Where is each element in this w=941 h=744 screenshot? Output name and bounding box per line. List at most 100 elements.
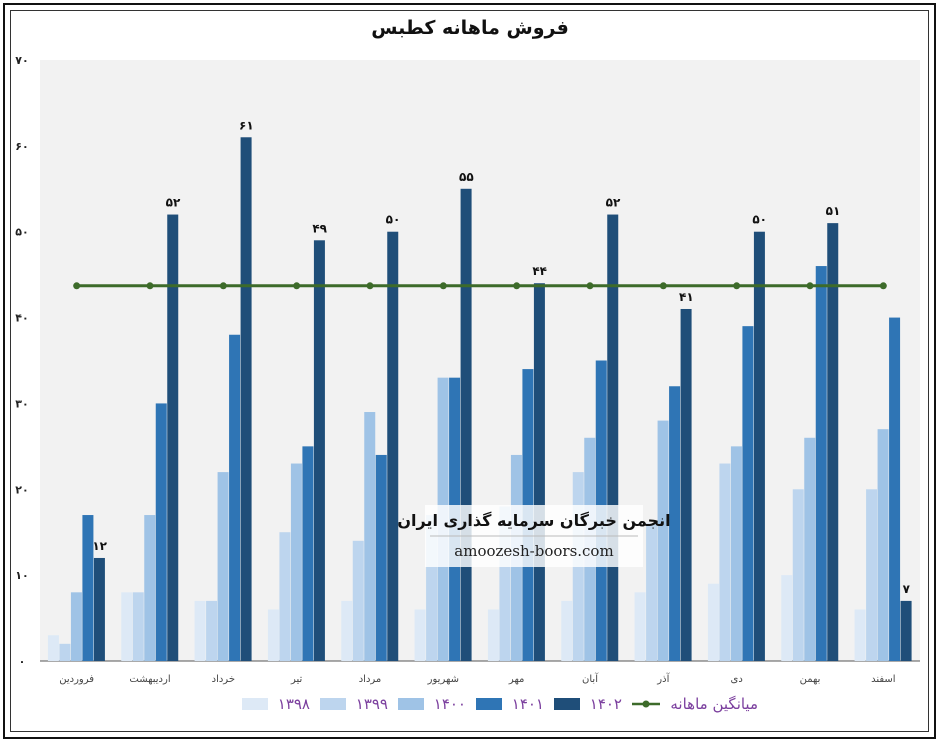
y-axis: ۰ ۱۰ ۲۰ ۳۰ ۴۰ ۵۰ ۶۰ ۷۰ [15, 54, 920, 668]
watermark-site: amoozesh-boors.com [454, 542, 613, 560]
x-tick-label: مهر [508, 674, 524, 685]
average-point [366, 282, 374, 290]
bar [499, 506, 511, 661]
bar [900, 600, 912, 661]
bar [719, 463, 731, 661]
bar [804, 437, 816, 661]
average-line-layer [73, 282, 887, 290]
data-label: ۵۵ [459, 170, 474, 184]
average-point [513, 282, 521, 290]
bar [206, 600, 218, 661]
bar [460, 188, 472, 662]
bar [47, 635, 59, 661]
x-axis: فروردین اردیبهشت خرداد تیر مرداد شهریور مهر آبا… [59, 672, 895, 685]
bar [132, 592, 144, 661]
y-tick-label: ۶۰ [15, 140, 28, 153]
bar [792, 489, 804, 661]
x-tick-label: فروردین [59, 674, 94, 685]
bar [634, 592, 646, 661]
data-label: ۵۲ [166, 196, 181, 210]
bars-layer [47, 137, 912, 662]
bar [657, 420, 669, 661]
bar [375, 454, 387, 661]
data-label: ۵۲ [606, 196, 621, 210]
bar [121, 592, 133, 661]
bar [229, 334, 241, 661]
bar [669, 386, 681, 661]
bar [646, 523, 658, 661]
bar [82, 515, 94, 661]
y-tick-label: ۵۰ [15, 226, 28, 239]
legend-label: ۱۳۹۸ [278, 695, 310, 713]
bar [561, 600, 573, 661]
legend-swatch [398, 698, 424, 710]
average-point [439, 282, 447, 290]
bar [352, 540, 364, 661]
bar [155, 403, 167, 661]
x-tick-label: اردیبهشت [129, 674, 170, 685]
bar [290, 463, 302, 661]
data-label: ۴۹ [312, 221, 327, 235]
average-point [146, 282, 154, 290]
bar [854, 609, 866, 661]
bar [194, 600, 206, 661]
x-tick-label: آبان [582, 672, 599, 685]
bar [167, 214, 179, 662]
chart-title: فروش ماهانه کطبس [371, 17, 569, 39]
bar [753, 231, 765, 661]
legend-swatch [554, 698, 580, 710]
bar [414, 609, 426, 661]
data-label: ۵۰ [752, 213, 767, 227]
data-label: ۵۰ [386, 213, 401, 227]
bar [302, 446, 314, 661]
data-label: ۴۱ [679, 290, 694, 304]
bar [487, 609, 499, 661]
average-point [73, 282, 81, 290]
data-label: ۶۱ [239, 118, 254, 132]
x-tick-label: مرداد [359, 674, 382, 685]
data-label: ۱۲ [92, 539, 107, 553]
average-point [733, 282, 741, 290]
inner-frame [10, 10, 929, 732]
data-label: ۴۴ [532, 264, 547, 278]
data-label: ۵۱ [826, 204, 841, 218]
y-tick-label: ۲۰ [15, 483, 28, 496]
average-point [879, 282, 887, 290]
x-tick-label: بهمن [800, 674, 821, 685]
bar [827, 223, 839, 661]
average-point [293, 282, 301, 290]
bar [59, 643, 71, 661]
legend-label: ۱۳۹۹ [356, 695, 388, 713]
y-tick-label: ۱۰ [15, 569, 28, 582]
bar [240, 137, 252, 661]
average-point [586, 282, 594, 290]
y-tick-label: ۰ [19, 655, 26, 668]
x-tick-label: تیر [290, 674, 303, 685]
bar [730, 446, 742, 661]
bar [707, 583, 719, 661]
legend: میانگین ماهانه ۱۴۰۲ ۱۴۰۱ ۱۴۰۰ ۱۳۹۹ ۱۳۹۸ [242, 695, 758, 713]
x-tick-label: خرداد [212, 674, 235, 685]
data-labels-layer: ۱۲ ۵۲ ۶۱ ۴۹ ۵۰ ۵۵ ۴۴ ۵۲ ۴۱ ۵۰ ۵۱ ۷ [92, 118, 910, 596]
legend-label-average: میانگین ماهانه [670, 695, 758, 713]
legend-swatch [320, 698, 346, 710]
y-tick-label: ۳۰ [15, 397, 28, 410]
legend-swatch [476, 698, 502, 710]
average-point [806, 282, 814, 290]
bar [533, 283, 545, 661]
x-tick-label: شهریور [427, 674, 459, 685]
average-point [219, 282, 227, 290]
bar [426, 515, 438, 661]
bar [742, 326, 754, 661]
y-tick-label: ۷۰ [15, 54, 28, 67]
bar [93, 557, 105, 661]
legend-label: ۱۴۰۱ [512, 695, 544, 713]
bar [815, 266, 827, 661]
data-label: ۷ [903, 582, 911, 596]
bar [680, 308, 692, 661]
x-tick-label: آذر [656, 672, 670, 685]
bar [877, 429, 889, 661]
bar [144, 515, 156, 661]
bar [364, 412, 376, 661]
